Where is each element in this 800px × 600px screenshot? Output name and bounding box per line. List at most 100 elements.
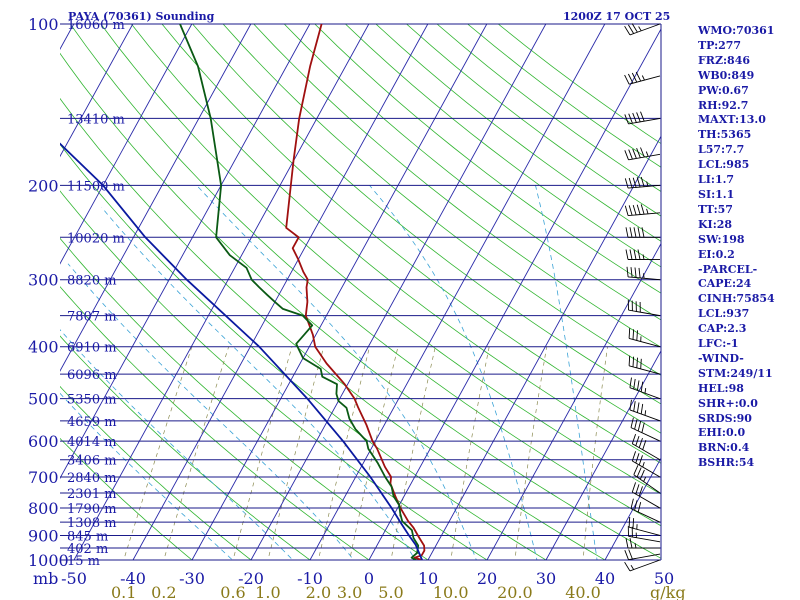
isotherm — [309, 24, 606, 560]
isotherm — [486, 242, 661, 560]
dry-adiabat — [161, 24, 661, 434]
background-grid — [60, 24, 661, 560]
temperature-tick-label: -30 — [179, 569, 205, 588]
isotherm — [191, 24, 488, 560]
height-label: 13410 m — [67, 112, 125, 127]
wind-barbs — [624, 23, 661, 572]
isotherm — [60, 24, 193, 265]
dry-adiabat — [60, 437, 193, 560]
wind-barb — [628, 355, 661, 375]
pressure-tick-label: 800 — [28, 499, 59, 518]
index-item: -PARCEL- — [698, 262, 758, 276]
index-item: SI:1.1 — [698, 187, 735, 201]
wind-barb — [633, 465, 661, 494]
index-item: LI:1.7 — [698, 173, 735, 187]
mixing-ratio-line — [318, 346, 370, 560]
wind-barb — [630, 417, 661, 442]
height-label: 4659 m — [67, 415, 117, 430]
isotherm — [132, 24, 429, 560]
moist-adiabat — [67, 263, 355, 560]
temperature-tick-label: 10 — [418, 569, 438, 588]
dry-adiabat — [131, 24, 661, 464]
temperature-tick-label: 0 — [364, 569, 374, 588]
index-item: CAPE:24 — [698, 277, 752, 291]
isobars — [60, 23, 662, 561]
mixing-ratio-line — [267, 346, 325, 560]
dry-adiabat — [60, 190, 488, 560]
pressure-tick-label: 500 — [28, 390, 59, 409]
dry-adiabat — [60, 143, 547, 560]
height-label: 1790 m — [67, 502, 117, 517]
mixing-ratio-unit-label: g/kg — [650, 583, 686, 600]
index-item: L57:7.7 — [698, 143, 745, 157]
wind-barb — [631, 482, 661, 509]
wind-barb — [631, 451, 661, 478]
dry-adiabat — [253, 24, 661, 348]
height-label: 2301 m — [67, 487, 117, 502]
stability-indices: WMO:70361 TP:277 FRZ:846 WB0:849 PW:0.67 RH:9… — [698, 24, 775, 471]
index-item: EHI:0.0 — [698, 426, 746, 440]
wind-barb — [624, 559, 661, 572]
mixing-ratio-line — [349, 346, 399, 560]
parcel-line — [60, 142, 423, 560]
index-item: CINH:75854 — [698, 292, 775, 306]
wind-barb — [624, 71, 661, 85]
index-item: LCL:985 — [698, 158, 750, 172]
mixing-ratio-tick-label: 0.2 — [151, 583, 176, 600]
height-label: 15 m — [67, 554, 100, 569]
mixing-ratio-tick-label: 20.0 — [497, 583, 533, 600]
index-item: WMO:70361 — [698, 24, 775, 37]
wind-barb — [624, 23, 661, 36]
mixing-ratio-line — [582, 346, 608, 560]
dry-adiabat — [60, 52, 661, 559]
isotherm — [427, 135, 661, 560]
dry-adiabat — [222, 24, 661, 376]
index-item: LCL:937 — [698, 307, 750, 321]
mixing-ratio-line — [390, 346, 436, 560]
isotherm — [250, 24, 547, 560]
index-item: STM:249/11 — [698, 366, 773, 380]
mixing-ratio-tick-label: 2.0 — [306, 583, 331, 600]
wind-barb — [630, 498, 661, 523]
height-label: 845 m — [67, 529, 108, 544]
height-label: 8820 m — [67, 274, 117, 289]
height-label: 16060 m — [67, 18, 125, 33]
index-item: SRDS:90 — [698, 411, 752, 425]
pressure-tick-label: 100 — [28, 15, 59, 34]
index-item: MAXT:13.0 — [698, 113, 766, 127]
mixing-ratio-line — [123, 346, 193, 560]
pressure-tick-label: 600 — [28, 432, 59, 451]
isotherm — [60, 24, 134, 158]
height-label: 6096 m — [67, 368, 117, 383]
index-item: RH:92.7 — [698, 98, 749, 112]
index-item: TT:57 — [698, 202, 733, 216]
index-item: EI:0.2 — [698, 247, 735, 261]
temperature-tick-label: 40 — [595, 569, 615, 588]
index-item: KI:28 — [698, 217, 733, 231]
station-title: PAYA (70361) Sounding — [68, 10, 215, 23]
pressure-tick-label: 400 — [28, 338, 59, 357]
observation-time: 1200Z 17 OCT 25 — [563, 10, 671, 23]
wind-barb — [624, 176, 661, 189]
mixing-ratio-tick-label: 5.0 — [378, 583, 403, 600]
height-label: 402 m — [67, 542, 108, 557]
wind-barb — [628, 516, 661, 536]
height-label: 4014 m — [67, 435, 117, 450]
pressure-tick-label: 700 — [28, 468, 59, 487]
temperature-tick-label: 50 — [654, 569, 674, 588]
temperature-tick-label: -40 — [120, 569, 146, 588]
wind-barb — [626, 266, 661, 281]
index-item: -WIND- — [698, 351, 744, 365]
dry-adiabat — [314, 24, 661, 294]
dry-adiabat — [60, 335, 311, 560]
moist-adiabat — [535, 185, 598, 560]
index-item: LFC:-1 — [698, 337, 739, 351]
moist-adiabat — [60, 329, 294, 560]
pressure-tick-label: 200 — [28, 176, 59, 195]
wind-barb — [625, 227, 661, 238]
index-item: WB0:849 — [698, 68, 755, 82]
wind-barb — [627, 299, 661, 317]
index-item: CAP:2.3 — [698, 322, 747, 336]
